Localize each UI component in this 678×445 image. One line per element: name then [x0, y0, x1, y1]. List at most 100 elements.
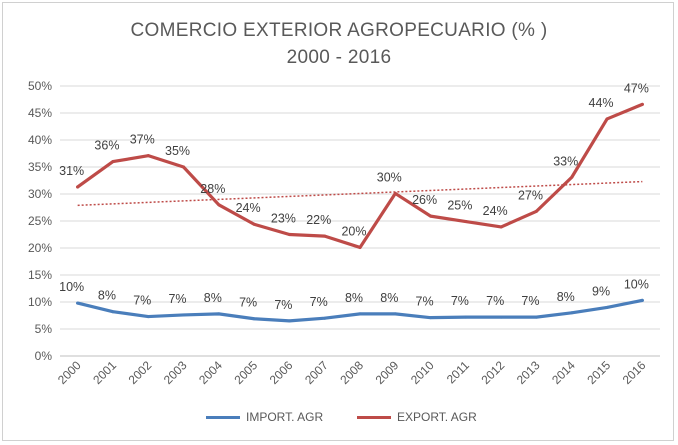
x-tick-label: 2010: [408, 358, 437, 387]
data-label: 7%: [310, 295, 328, 309]
data-label: 7%: [239, 296, 257, 310]
chart-subtitle: 2000 - 2016: [286, 47, 392, 68]
x-tick-label: 2008: [337, 358, 366, 387]
y-tick-label: 20%: [28, 241, 52, 255]
data-point: [323, 234, 327, 238]
data-point: [111, 310, 115, 314]
x-tick-label: 2005: [231, 358, 260, 387]
data-point: [534, 209, 538, 213]
legend-item-export: EXPORT. AGR: [357, 410, 477, 424]
x-tick-label: 2014: [549, 358, 578, 387]
chart-title: COMERCIO EXTERIOR AGROPECUARIO (% ): [130, 20, 548, 41]
y-tick-label: 5%: [35, 322, 53, 336]
data-point: [570, 311, 574, 315]
y-tick-label: 15%: [28, 268, 52, 282]
data-point: [640, 298, 644, 302]
y-tick-label: 10%: [28, 295, 52, 309]
data-label: 8%: [345, 291, 363, 305]
data-label: 7%: [521, 294, 539, 308]
y-tick-label: 50%: [28, 79, 52, 93]
data-point: [182, 165, 186, 169]
data-point: [464, 220, 468, 224]
y-tick-label: 25%: [28, 214, 52, 228]
x-tick-label: 2007: [302, 358, 331, 387]
data-point: [499, 315, 503, 319]
data-label: 10%: [624, 277, 649, 291]
data-point: [499, 225, 503, 229]
data-point: [287, 233, 291, 236]
data-point: [146, 315, 150, 319]
data-point: [252, 222, 256, 226]
data-point: [111, 160, 115, 164]
y-tick-label: 0%: [35, 349, 53, 363]
data-point: [146, 154, 150, 158]
x-tick-label: 2013: [514, 358, 543, 387]
y-tick-label: 45%: [28, 106, 52, 120]
data-label: 8%: [98, 289, 116, 303]
data-point: [393, 191, 397, 195]
data-label: 44%: [589, 96, 614, 110]
data-label: 8%: [557, 290, 575, 304]
data-label: 37%: [130, 133, 155, 147]
data-label: 9%: [592, 284, 610, 298]
data-label: 35%: [165, 144, 190, 158]
data-point: [429, 316, 433, 320]
data-label: 27%: [518, 188, 543, 202]
legend-label-export: EXPORT. AGR: [397, 410, 477, 424]
data-point: [217, 312, 221, 316]
data-point: [640, 102, 644, 106]
data-label: 30%: [377, 170, 402, 184]
data-point: [605, 117, 609, 121]
data-label: 7%: [133, 294, 151, 308]
data-point: [534, 315, 538, 319]
data-point: [76, 185, 80, 189]
data-labels: 10% 8% 7% 7% 8% 7% 7% 7% 8% 8% 7% 7% 7% 7% 8% 9% 10% 31% 3…: [59, 81, 649, 312]
data-label: 31%: [59, 164, 84, 178]
data-label: 47%: [624, 81, 649, 95]
data-label: 7%: [416, 295, 434, 309]
data-point: [358, 312, 362, 316]
x-tick-label: 2003: [161, 358, 190, 387]
data-point: [429, 214, 433, 218]
x-tick-label: 2012: [479, 358, 508, 387]
gridlines: [60, 85, 660, 357]
data-label: 33%: [553, 154, 578, 168]
x-tick-label: 2006: [267, 358, 296, 387]
data-label: 7%: [168, 292, 186, 306]
legend-swatch-import: [206, 415, 240, 419]
data-label: 25%: [447, 199, 472, 213]
x-tick-label: 2004: [196, 358, 225, 387]
y-tick-label: 35%: [28, 160, 52, 174]
data-label: 23%: [271, 212, 296, 226]
y-axis: 0% 5% 10% 15% 20% 25% 30% 35% 40% 45% 50%: [28, 79, 52, 363]
legend-swatch-export: [357, 415, 391, 419]
series-group: [76, 102, 644, 323]
data-point: [287, 319, 291, 323]
data-point: [252, 317, 256, 321]
data-point: [76, 301, 80, 305]
data-point: [323, 316, 327, 320]
data-label: 24%: [483, 204, 508, 218]
x-tick-label: 2009: [373, 358, 402, 387]
x-axis: 2000 2001 2002 2003 2004 2005 2006 2007 2008 2009…: [55, 358, 649, 387]
data-label: 7%: [274, 298, 292, 312]
data-label: 20%: [341, 224, 366, 238]
data-label: 8%: [204, 291, 222, 305]
legend-item-import: IMPORT. AGR: [206, 410, 323, 424]
data-point: [217, 203, 221, 207]
trendline-export: [77, 180, 643, 207]
data-point: [393, 312, 397, 316]
data-label: 10%: [59, 280, 84, 294]
y-tick-label: 30%: [28, 187, 52, 201]
x-tick-label: 2016: [620, 358, 649, 387]
x-tick-label: 2000: [55, 358, 84, 387]
data-label: 24%: [236, 201, 261, 215]
legend: IMPORT. AGR EXPORT. AGR: [0, 410, 678, 430]
data-label: 8%: [380, 291, 398, 305]
data-label: 7%: [451, 294, 469, 308]
data-point: [464, 315, 468, 319]
data-label: 7%: [486, 294, 504, 308]
x-tick-label: 2002: [126, 358, 155, 387]
data-label: 26%: [412, 193, 437, 207]
